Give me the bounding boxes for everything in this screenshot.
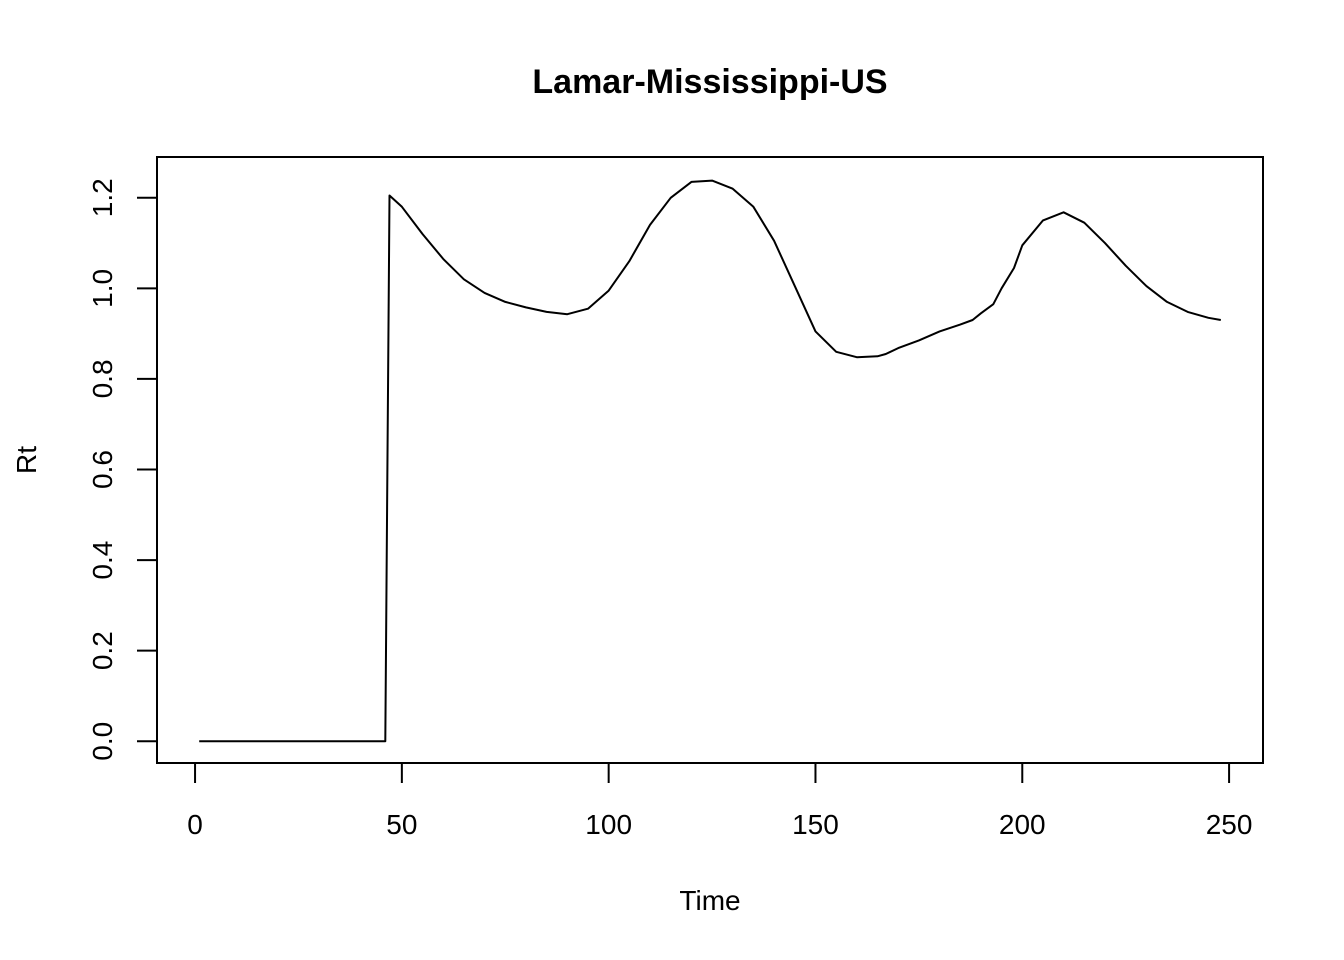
x-tick-label: 100 bbox=[585, 809, 632, 840]
y-axis-label: Rt bbox=[11, 446, 42, 474]
y-tick-label: 0.2 bbox=[87, 631, 118, 670]
y-tick-label: 1.0 bbox=[87, 269, 118, 308]
y-tick-label: 1.2 bbox=[87, 178, 118, 217]
x-tick-label: 0 bbox=[187, 809, 203, 840]
y-tick-label: 0.6 bbox=[87, 450, 118, 489]
y-axis: 0.0 0.2 0.4 0.6 0.8 1.0 1.2 bbox=[87, 178, 158, 761]
x-tick-label: 50 bbox=[386, 809, 417, 840]
chart-title: Lamar-Mississippi-US bbox=[532, 63, 887, 101]
x-axis-label: Time bbox=[679, 885, 740, 916]
x-tick-label: 200 bbox=[999, 809, 1046, 840]
x-tick-label: 150 bbox=[792, 809, 839, 840]
y-tick-label: 0.8 bbox=[87, 359, 118, 398]
y-tick-label: 0.4 bbox=[87, 541, 118, 580]
x-tick-label: 250 bbox=[1206, 809, 1253, 840]
rt-series-line bbox=[199, 179, 1221, 743]
x-axis: 0 50 100 150 200 250 bbox=[187, 762, 1253, 840]
y-tick-label: 0.0 bbox=[87, 722, 118, 761]
